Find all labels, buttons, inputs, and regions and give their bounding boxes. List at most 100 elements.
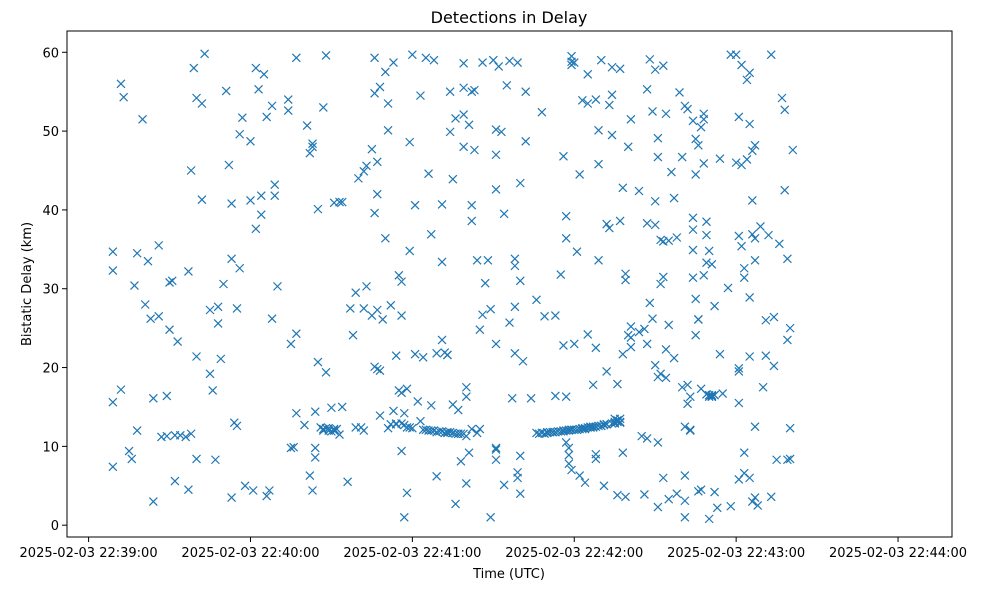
data-point (197, 195, 207, 205)
data-point (707, 392, 717, 402)
data-point (397, 277, 406, 287)
data-point (461, 382, 471, 392)
data-point (453, 405, 463, 415)
chart-title: Detections in Delay (431, 8, 588, 27)
data-point (397, 311, 406, 320)
data-point (734, 398, 744, 408)
data-point (183, 485, 193, 495)
data-point (607, 62, 617, 72)
data-point (513, 58, 523, 67)
data-point (540, 429, 550, 439)
data-point (591, 454, 601, 464)
data-point (383, 125, 393, 135)
data-point (310, 407, 320, 417)
data-point (459, 83, 469, 93)
data-point (475, 424, 485, 434)
data-point (270, 191, 280, 201)
data-point (432, 348, 442, 358)
data-point (688, 116, 698, 126)
data-point (491, 150, 501, 160)
data-point (165, 277, 174, 287)
data-point (739, 273, 749, 283)
data-point (739, 448, 749, 458)
data-point (130, 281, 139, 291)
data-point (359, 426, 369, 436)
x-tick-label: 2025-02-03 22:40:00 (181, 546, 319, 561)
data-point (380, 233, 390, 243)
data-point (286, 443, 296, 453)
data-point (785, 323, 795, 333)
data-point (397, 446, 406, 456)
data-point (491, 445, 501, 454)
data-point (480, 278, 490, 288)
data-point (456, 429, 466, 439)
data-point (750, 140, 760, 150)
data-point (335, 197, 344, 207)
data-point (782, 254, 792, 264)
data-point (200, 49, 210, 59)
data-point (343, 477, 353, 487)
data-point (251, 63, 261, 73)
data-point (132, 248, 142, 258)
data-point (699, 158, 709, 168)
data-point (510, 348, 520, 358)
data-point (526, 393, 536, 403)
data-point (362, 161, 371, 171)
data-point (378, 315, 388, 324)
data-point (186, 429, 196, 439)
data-point (599, 481, 609, 491)
data-point (262, 491, 272, 501)
data-point (672, 489, 682, 499)
data-point (461, 392, 471, 402)
data-point (127, 454, 137, 464)
data-point (764, 230, 773, 240)
data-point (456, 456, 466, 466)
data-point (402, 384, 412, 394)
data-point (348, 330, 358, 340)
data-point (753, 501, 763, 510)
data-point (688, 213, 698, 223)
data-point (359, 166, 369, 176)
data-point (405, 137, 415, 147)
data-point (650, 220, 660, 230)
data-point (270, 180, 280, 190)
data-point (677, 152, 687, 162)
data-point (734, 112, 744, 122)
data-point (256, 191, 266, 201)
data-point (642, 434, 652, 443)
data-point (499, 480, 509, 490)
data-point (213, 318, 223, 328)
data-point (623, 142, 633, 152)
data-point (437, 199, 447, 209)
data-point (691, 134, 701, 144)
data-point (594, 255, 603, 265)
data-point (337, 402, 347, 412)
data-point (246, 196, 255, 205)
data-point (750, 255, 760, 265)
y-tick-label: 50 (42, 125, 59, 140)
x-tick-label: 2025-02-03 22:42:00 (505, 546, 643, 561)
data-point (502, 80, 512, 90)
data-point (656, 279, 666, 289)
data-point (583, 69, 593, 79)
x-tick-label: 2025-02-03 22:41:00 (343, 546, 481, 561)
data-point (599, 420, 609, 430)
data-point (148, 393, 158, 403)
data-point (467, 200, 477, 210)
data-point (445, 427, 455, 437)
data-point (394, 270, 404, 280)
data-point (445, 87, 455, 97)
data-point (383, 99, 393, 108)
data-point (262, 112, 272, 122)
data-point (386, 300, 396, 310)
data-point (254, 84, 263, 94)
data-point (669, 193, 679, 203)
data-point (372, 157, 382, 167)
data-point (326, 403, 336, 413)
data-point (613, 379, 622, 389)
data-point (537, 107, 547, 117)
data-point (210, 455, 220, 465)
data-point (310, 443, 320, 453)
data-point (488, 55, 498, 65)
data-point (745, 473, 755, 483)
